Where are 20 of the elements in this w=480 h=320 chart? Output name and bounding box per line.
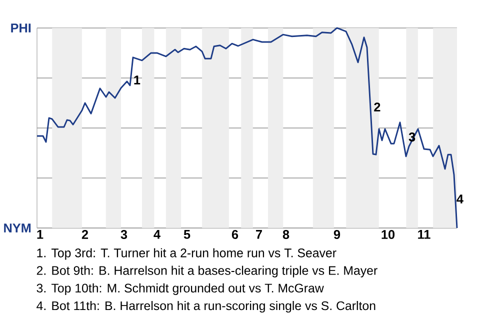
text: PHI (11, 24, 31, 32)
text: 3. Top 10th: M. Schmidt grounded out vs T. McGraw (36, 283, 324, 295)
x-tick-label: 3 (120, 230, 128, 240)
x-tick-label: 8 (282, 230, 290, 239)
x-tick-label: 10 (382, 230, 395, 239)
annotation: 2 (374, 102, 380, 112)
x-tick-label: 2 (82, 230, 88, 239)
x-tick-label: 6 (232, 230, 238, 239)
text: 1. Top 3rd: T. Turner hit a 2-run home run vs T. Seaver (37, 248, 336, 260)
annotation: 1 (134, 76, 140, 84)
text: 4. Bot 11th: B. Harrelson hit a run-scoring single vs S. Carlton (36, 301, 376, 313)
x-tick-label: 7 (256, 230, 262, 239)
text: 2. Bot 9th: B. Harrelson hit a bases-clearing triple vs E. Mayer (36, 266, 378, 278)
x-tick-label: 1 (37, 230, 44, 239)
x-tick-label: 9 (334, 230, 340, 239)
annotation: 4 (456, 194, 464, 204)
text: NYM (4, 224, 31, 232)
x-tick-label: 4 (154, 230, 160, 239)
x-tick-label: 11 (418, 230, 430, 239)
x-tick-label: 5 (184, 230, 190, 239)
